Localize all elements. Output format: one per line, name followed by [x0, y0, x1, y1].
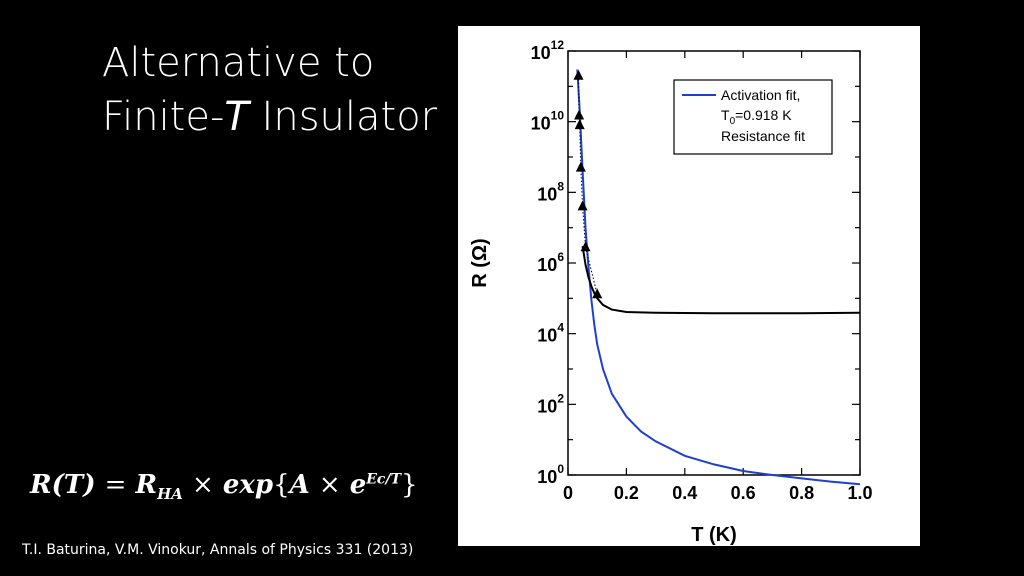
- formula-left-brace: {: [273, 470, 290, 500]
- x-tick-label: 0: [563, 483, 573, 503]
- formula-r-subscript: HA: [157, 485, 183, 504]
- y-axis-label: R (Ω): [469, 238, 491, 287]
- citation: T.I. Baturina, V.M. Vinokur, Annals of P…: [22, 542, 414, 558]
- formula-times-2: ×: [318, 470, 341, 500]
- data-point-triangle: [575, 161, 586, 172]
- chart-panel: 0 0.2 0.4 0.6 0.8 1.0 100 102 104 106 108 1010 1012 …: [458, 26, 920, 546]
- formula-right-brace: }: [401, 470, 418, 500]
- resistance-formula: R(T) = RHA × exp{A × eEc/T}: [30, 470, 418, 503]
- formula-a: A: [289, 470, 310, 500]
- title-line-1: Alternative to: [102, 40, 375, 86]
- y-tick-label: 1010: [531, 109, 565, 134]
- data-point-triangle: [580, 241, 591, 252]
- formula-times-1: ×: [191, 470, 214, 500]
- formula-exp: exp: [222, 470, 274, 500]
- x-tick-label: 0.2: [614, 483, 639, 503]
- legend-t-subscript: 0: [730, 116, 736, 127]
- y-tick-label: 108: [537, 179, 564, 204]
- resistance-vs-temperature-chart: 0 0.2 0.4 0.6 0.8 1.010010210410610810101012 …: [469, 38, 873, 546]
- formula-equals: =: [104, 470, 127, 500]
- y-tick-label: 106: [537, 250, 564, 275]
- legend-t: T: [721, 107, 730, 123]
- title-line-2-italic-t: T: [224, 94, 249, 140]
- formula-e: e: [349, 470, 367, 500]
- series-line: [576, 69, 861, 486]
- slide-title: Alternative to Finite-T Insulator: [102, 36, 437, 144]
- data-point-triangle: [573, 69, 584, 80]
- title-line-2: Finite-T Insulator: [102, 90, 437, 144]
- formula-exponent: Ec/T: [366, 471, 401, 488]
- legend-text-line-3: Resistance fit: [721, 128, 805, 144]
- series-line: [581, 245, 861, 315]
- formula-r: R: [135, 470, 158, 500]
- legend-text-line-2: T0=0.918 K: [721, 107, 792, 127]
- legend: Activation fit, T0=0.918 K Resistance fi…: [673, 79, 833, 155]
- data-point-triangle: [592, 288, 603, 299]
- legend-box: [673, 79, 833, 155]
- title-line-2-prefix: Finite-: [102, 94, 225, 140]
- legend-text-line-1: Activation fit,: [721, 87, 800, 103]
- y-tick-label: 102: [537, 391, 564, 416]
- x-axis-label: T (K): [691, 524, 737, 546]
- formula-lhs: R(T): [30, 470, 96, 500]
- y-tick-label: 100: [537, 462, 564, 487]
- y-tick-label: 104: [537, 321, 564, 346]
- title-line-2-suffix: Insulator: [248, 94, 438, 140]
- x-tick-label: 1.0: [847, 483, 872, 503]
- data-point-triangle: [577, 200, 588, 211]
- x-tick-label: 0.8: [789, 483, 814, 503]
- data-point-triangle: [574, 109, 585, 120]
- y-tick-label: 1012: [531, 38, 565, 63]
- x-tick-label: 0.4: [672, 483, 697, 503]
- x-tick-label: 0.6: [731, 483, 756, 503]
- legend-t-value: =0.918 K: [735, 107, 792, 123]
- data-point-triangle: [574, 119, 585, 130]
